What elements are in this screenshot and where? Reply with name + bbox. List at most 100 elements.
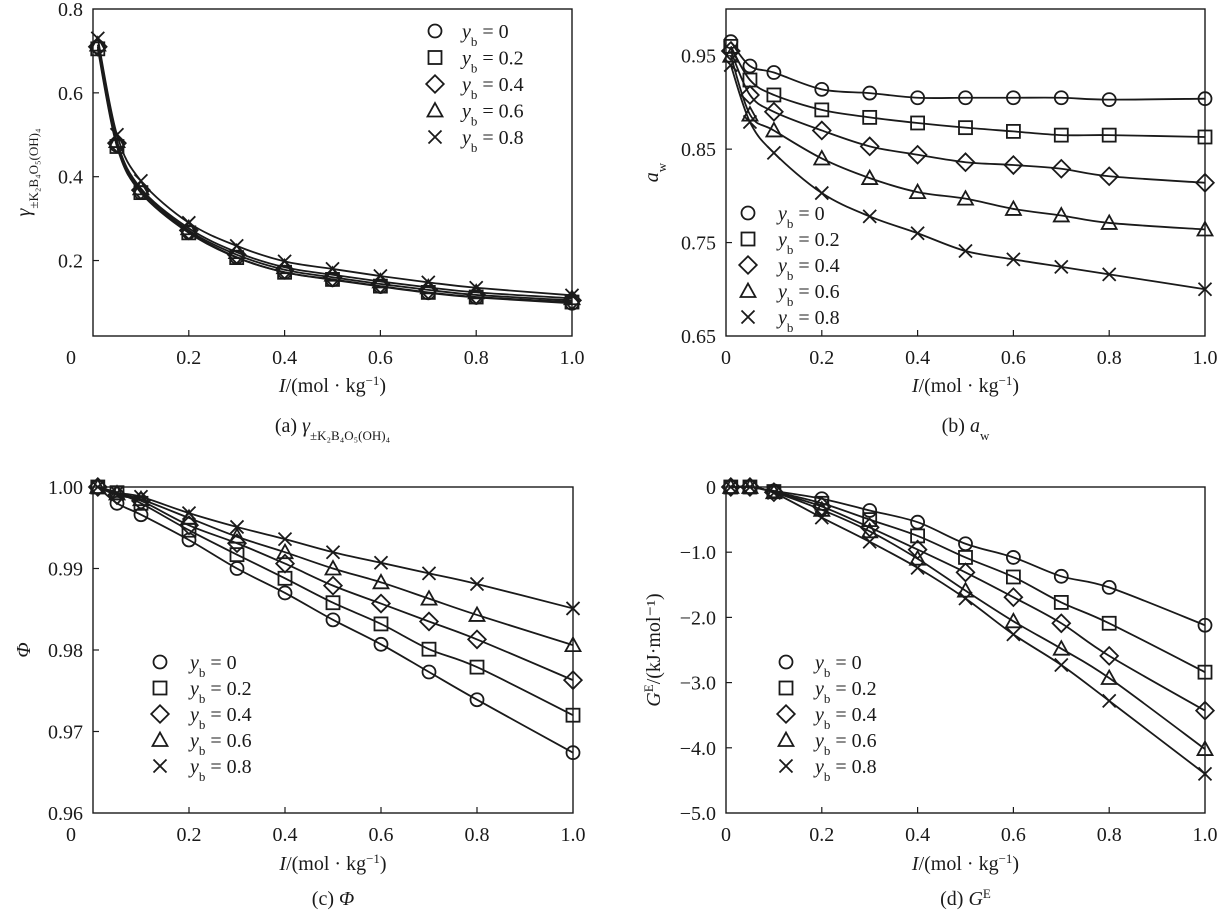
legend-diamond-icon [775, 703, 797, 725]
panel-caption: (b) aw [942, 415, 990, 443]
data-point-triangle [1100, 213, 1119, 230]
legend-entry: yb = 0.4 [737, 254, 840, 283]
y-tick-label: 0.2 [58, 251, 83, 273]
data-point-circle [277, 585, 293, 601]
data-point-cross [133, 489, 149, 504]
data-point-diamond [720, 40, 741, 62]
data-point-cross [814, 510, 829, 525]
series-circle [723, 34, 1213, 108]
x-axis-title: I/(mol · kg−1) [278, 373, 386, 398]
data-point-circle [1101, 92, 1117, 108]
x-tick-label: 0.8 [464, 347, 489, 369]
data-point-circle [766, 65, 782, 80]
data-point-circle [1197, 91, 1213, 107]
data-point-circle [862, 503, 878, 518]
legend-label: yb = 0.2 [460, 48, 524, 76]
data-point-triangle [419, 589, 439, 606]
legend-label: yb = 0.6 [776, 281, 840, 309]
legend-diamond-icon [149, 703, 171, 725]
y-tick-label: 0.65 [681, 326, 716, 348]
data-point-triangle [227, 527, 247, 544]
legend-label: yb = 0.4 [188, 704, 252, 732]
y-axis-title: GE/(kJ·mol⁻¹) [641, 593, 666, 706]
x-axis-title: I/(mol · kg−1) [278, 851, 386, 876]
legend-entry: yb = 0.8 [778, 756, 877, 784]
x-tick-label: 1.0 [1193, 824, 1218, 846]
legend-triangle-icon [425, 101, 445, 118]
data-point-triangle [1100, 668, 1119, 685]
x-tick-label: 0 [721, 347, 731, 369]
data-point-square [373, 616, 389, 632]
x-tick-label: 0.2 [176, 347, 201, 369]
data-point-triangle [1004, 199, 1023, 216]
fit-curve [97, 486, 574, 646]
data-point-cross [910, 560, 925, 575]
data-point-square [1006, 123, 1021, 139]
data-point-square [565, 707, 581, 723]
data-point-triangle [88, 35, 107, 52]
x-tick-label: 1.0 [561, 824, 586, 846]
series-cross [723, 479, 1213, 782]
fit-curve [730, 41, 1206, 101]
legend-entry: yb = 0.6 [150, 730, 252, 758]
data-point-triangle [88, 477, 107, 494]
data-point-circle [1101, 580, 1117, 595]
x-tick-label: 0.2 [809, 347, 834, 369]
data-point-square [862, 512, 878, 527]
legend-circle-icon [740, 205, 756, 221]
fit-curve [729, 50, 1206, 184]
data-point-diamond [1003, 154, 1024, 176]
data-point-cross [958, 243, 973, 259]
data-point-triangle [131, 179, 150, 196]
data-point-cross [469, 280, 484, 295]
legend-entry: yb = 0.2 [152, 678, 252, 706]
data-point-triangle [467, 605, 487, 622]
data-point-cross [766, 145, 782, 161]
data-point-cross [958, 591, 973, 606]
legend-label: yb = 0.8 [776, 307, 840, 335]
legend-entry: yb = 0.2 [740, 229, 840, 257]
data-point-cross [742, 114, 758, 130]
data-point-diamond [763, 101, 784, 122]
legend-label: yb = 0.8 [813, 756, 877, 784]
x-tick-label: 0.4 [905, 347, 930, 369]
y-tick-label: 0.98 [48, 640, 83, 662]
data-point-circle [325, 612, 341, 628]
data-point-cross [1102, 693, 1117, 708]
data-point-diamond [1051, 613, 1072, 634]
y-axis-title: γ±K₂B₄O₅(OH)₄ [13, 128, 41, 217]
y-tick-label: 0 [706, 477, 716, 499]
x-tick-label: 0.4 [272, 347, 297, 369]
data-point-cross [766, 485, 782, 501]
data-point-circle [469, 692, 485, 708]
data-point-triangle [812, 500, 831, 517]
legend-label: yb = 0.8 [188, 756, 252, 784]
data-point-cross [421, 275, 436, 290]
y-tick-label: 0.95 [681, 46, 716, 68]
legend-label: yb = 0.2 [813, 678, 877, 706]
legend-entry: yb = 0 [778, 652, 862, 680]
data-point-square [1101, 127, 1117, 143]
data-point-cross [1054, 259, 1069, 274]
data-point-cross [469, 576, 485, 592]
data-point-triangle [227, 242, 246, 260]
data-point-cross [1102, 267, 1117, 282]
data-point-cross [373, 268, 388, 284]
data-point-circle [1053, 568, 1069, 584]
data-point-triangle [956, 581, 975, 598]
legend-cross-icon [778, 758, 794, 774]
data-point-circle [862, 85, 878, 101]
data-point-square [421, 641, 437, 657]
data-point-diamond [955, 152, 976, 173]
x-axis-title: I/(mol · kg−1) [911, 851, 1019, 876]
data-point-triangle [1195, 220, 1215, 237]
legend-label: yb = 0.6 [813, 730, 877, 758]
legend-label: yb = 0.4 [776, 255, 840, 283]
data-point-square [958, 120, 973, 136]
data-point-diamond [418, 611, 440, 632]
data-point-triangle [860, 168, 879, 185]
x-tick-label: 0.8 [1097, 824, 1122, 846]
data-point-diamond [763, 482, 784, 503]
data-point-diamond [562, 670, 584, 691]
legend-circle-icon [427, 23, 443, 39]
